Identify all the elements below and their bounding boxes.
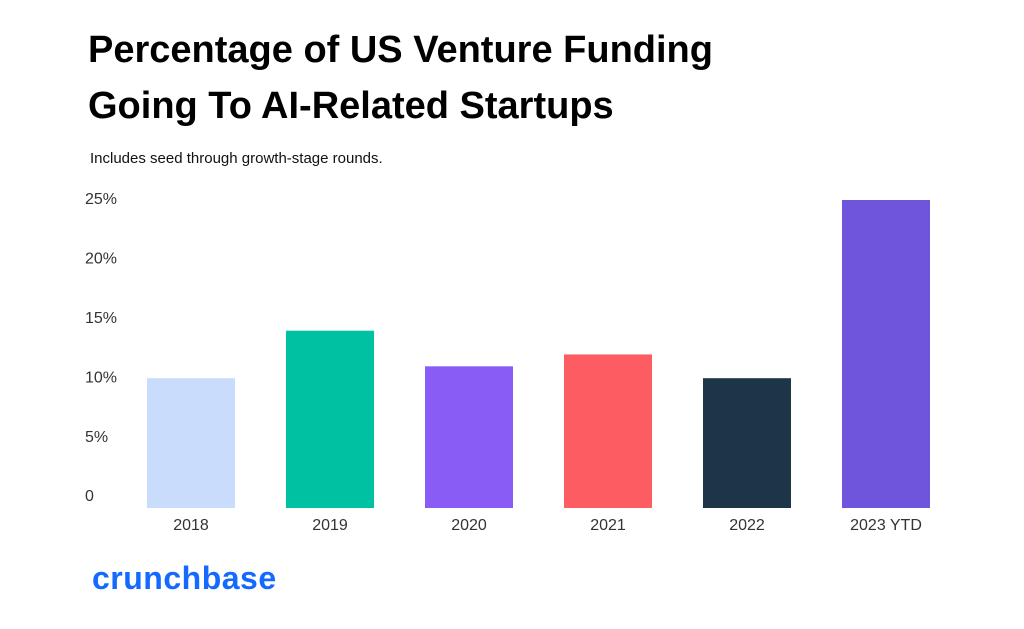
- bar: [425, 366, 513, 508]
- x-tick-label: 2020: [451, 517, 487, 534]
- brand-logo: crunchbase: [92, 560, 277, 596]
- y-tick-label: 20%: [85, 251, 117, 268]
- y-tick-label: 15%: [85, 310, 117, 327]
- chart-title: Percentage of US Venture Funding Going T…: [88, 29, 713, 127]
- bar: [564, 354, 652, 508]
- x-tick-label: 2022: [729, 517, 765, 534]
- x-tick-label: 2021: [590, 517, 626, 534]
- y-tick-label: 10%: [85, 369, 117, 386]
- bar: [286, 330, 374, 508]
- y-tick-label: 0: [85, 488, 94, 505]
- y-tick-label: 25%: [85, 191, 117, 208]
- bar: [703, 378, 791, 508]
- y-tick-label: 5%: [85, 429, 108, 446]
- x-tick-label: 2019: [312, 517, 348, 534]
- chart-subtitle: Includes seed through growth-stage round…: [90, 150, 383, 167]
- x-tick-label: 2018: [173, 517, 209, 534]
- bar: [842, 200, 930, 508]
- x-tick-label: 2023 YTD: [850, 517, 922, 534]
- bar: [147, 378, 235, 508]
